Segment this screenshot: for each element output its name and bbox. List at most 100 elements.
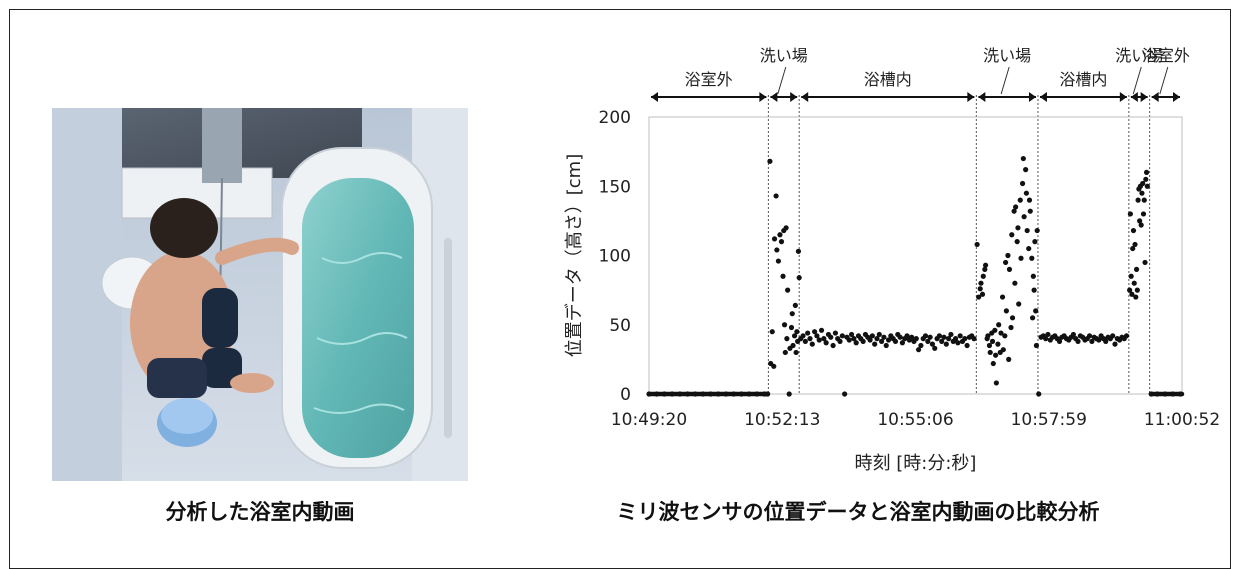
data-point — [1014, 239, 1020, 245]
data-point — [1130, 245, 1136, 252]
data-point — [1130, 227, 1137, 234]
data-point — [982, 262, 989, 268]
zone-label: 浴室外 — [1142, 46, 1190, 65]
zone-label: 浴室外 — [685, 70, 733, 89]
data-point — [977, 286, 983, 292]
data-point — [1032, 239, 1038, 245]
zone-arrow-head-left — [1151, 92, 1159, 102]
data-point — [990, 360, 996, 367]
data-point — [897, 334, 903, 340]
data-point — [1036, 391, 1042, 397]
data-points — [646, 155, 1185, 397]
data-point — [828, 334, 834, 340]
data-point — [1131, 280, 1137, 286]
data-point — [1024, 227, 1030, 234]
data-point — [1000, 347, 1006, 353]
data-point — [904, 333, 910, 339]
data-point — [785, 287, 791, 293]
data-point — [1056, 338, 1063, 344]
data-point — [998, 330, 1004, 336]
zone-arrow-head-right — [759, 92, 767, 102]
data-point — [1033, 342, 1040, 349]
data-point — [853, 340, 859, 346]
data-point — [802, 338, 808, 344]
zone-arrow-head-right — [967, 92, 975, 102]
data-point — [837, 338, 843, 344]
data-point — [1142, 259, 1148, 266]
data-point — [918, 342, 924, 349]
data-point — [1075, 338, 1081, 344]
y-tick-label: 100 — [599, 247, 631, 267]
data-point — [1003, 308, 1009, 314]
data-point — [867, 337, 873, 343]
zone-arrow-head-right — [1119, 92, 1127, 102]
data-point — [909, 334, 915, 340]
data-point — [962, 336, 968, 342]
data-point — [980, 273, 986, 279]
zone-label: 浴槽内 — [1059, 70, 1107, 89]
x-tick-label: 10:55:06 — [877, 410, 953, 430]
data-point — [767, 158, 773, 164]
data-point — [1003, 259, 1009, 266]
data-point — [842, 391, 848, 397]
data-point — [781, 322, 788, 328]
data-point — [915, 347, 922, 353]
zone-label: 洗い場 — [1115, 46, 1163, 65]
data-point — [1015, 225, 1021, 231]
data-point — [1138, 222, 1144, 228]
data-point — [807, 336, 813, 342]
data-point — [964, 342, 970, 349]
data-point — [1070, 331, 1076, 338]
data-point — [1031, 287, 1037, 293]
chart-caption: ミリ波センサの位置データと浴室内動画の比較分析 — [616, 500, 1100, 524]
data-point — [1096, 337, 1102, 343]
chart-axes: 0 50 100 150 200 10:49:20 10:52:13 10:55:06 10:5… — [564, 108, 1220, 430]
data-point — [872, 341, 878, 347]
data-point — [1089, 338, 1095, 344]
data-point — [789, 311, 795, 317]
data-point — [1009, 232, 1015, 238]
data-point — [1023, 190, 1030, 196]
data-point — [993, 352, 999, 358]
data-point — [777, 232, 783, 238]
data-point — [879, 338, 885, 344]
data-point — [1027, 208, 1033, 214]
zone-arrow-head-left — [801, 92, 809, 102]
data-point — [1009, 315, 1016, 321]
data-point — [946, 336, 952, 342]
data-point — [982, 266, 988, 272]
data-point — [1129, 291, 1135, 297]
data-point — [1143, 176, 1149, 182]
data-point — [784, 336, 790, 342]
data-point — [1086, 333, 1093, 339]
zone-label: 浴槽内 — [864, 70, 912, 89]
data-point — [979, 291, 986, 297]
data-point — [1026, 197, 1033, 203]
data-point — [1143, 169, 1150, 175]
data-point — [978, 280, 984, 286]
zone-label-leader — [1159, 66, 1169, 95]
data-point — [778, 239, 785, 245]
zone-label-leader — [777, 66, 787, 95]
data-point — [809, 341, 815, 347]
data-point — [1045, 331, 1051, 338]
data-point — [1134, 287, 1140, 293]
data-point — [1033, 308, 1039, 314]
data-point — [783, 225, 789, 231]
data-point — [999, 294, 1006, 300]
data-point — [976, 294, 982, 300]
data-point — [811, 329, 818, 335]
data-point — [869, 333, 875, 339]
data-point — [773, 193, 779, 199]
data-point — [1139, 190, 1145, 196]
data-point — [925, 338, 931, 344]
data-point — [814, 333, 820, 339]
data-point — [1012, 280, 1018, 286]
data-point — [1140, 211, 1147, 217]
bathroom-photo — [52, 108, 468, 481]
data-point — [883, 342, 889, 349]
data-point — [795, 248, 802, 254]
zone-arrow-head-left — [1130, 92, 1138, 102]
